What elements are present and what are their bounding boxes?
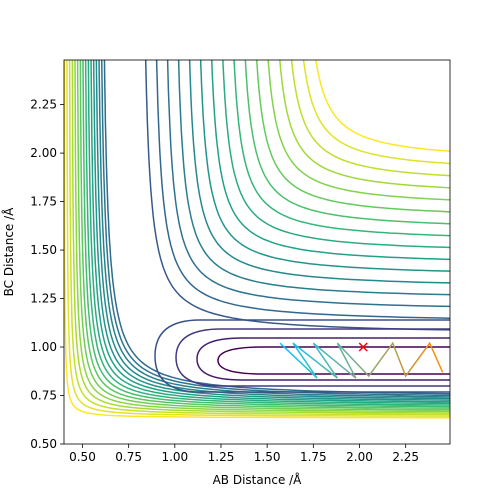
contour-line <box>315 60 450 152</box>
y-tick-label: 1.50 <box>30 243 57 257</box>
data-layer <box>279 341 444 379</box>
contour-line <box>302 60 450 165</box>
contour-line <box>64 60 450 419</box>
contour-line <box>71 60 450 414</box>
contour-line <box>196 337 450 381</box>
contour-line <box>217 346 450 375</box>
y-tick-label: 0.50 <box>30 437 57 451</box>
contour-line <box>92 60 450 401</box>
contour-line <box>244 60 450 225</box>
contour-line <box>222 60 450 249</box>
contour-line <box>166 60 450 308</box>
y-tick-label: 2.00 <box>30 146 57 160</box>
x-axis-label: AB Distance /Å <box>213 472 303 487</box>
contour-line <box>74 60 450 413</box>
contour-line <box>68 60 450 416</box>
contour-line <box>154 319 450 393</box>
contour-line <box>144 60 450 331</box>
contour-line <box>211 60 450 261</box>
contour-line <box>175 328 450 387</box>
y-tick-label: 0.75 <box>30 389 57 403</box>
x-tick-label: 1.75 <box>300 450 327 464</box>
trajectory <box>279 341 444 379</box>
marker <box>358 342 368 352</box>
contour-line <box>101 60 450 397</box>
y-axis-label: BC Distance /Å <box>1 207 16 297</box>
contour-layer <box>64 60 450 419</box>
contour-line <box>188 60 450 284</box>
contour-line <box>79 60 450 409</box>
contour-line <box>66 60 450 417</box>
contour-line <box>87 60 450 405</box>
y-tick-label: 1.75 <box>30 195 57 209</box>
x-tick-label: 2.25 <box>392 450 419 464</box>
contour-line <box>279 60 450 189</box>
contour-line <box>177 60 450 296</box>
contour-line <box>103 60 450 395</box>
contour-line <box>95 60 450 400</box>
x-tick-label: 1.00 <box>161 450 188 464</box>
contour-line <box>155 60 450 319</box>
contour-line <box>199 60 450 272</box>
contour-line <box>233 60 450 237</box>
contour-line <box>290 60 450 177</box>
contour-line <box>267 60 450 201</box>
contour-line <box>98 60 450 398</box>
x-tick-label: 2.00 <box>346 450 373 464</box>
contour-line <box>90 60 450 403</box>
contour-line <box>82 60 450 408</box>
y-tick-label: 1.25 <box>30 292 57 306</box>
contour-line <box>76 60 450 411</box>
x-tick-label: 1.50 <box>254 450 281 464</box>
contour-line <box>255 60 450 213</box>
y-tick-label: 1.00 <box>30 340 57 354</box>
contour-line <box>84 60 450 406</box>
x-tick-label: 1.25 <box>208 450 235 464</box>
x-tick-label: 0.50 <box>69 450 96 464</box>
y-tick-label: 2.25 <box>30 98 57 112</box>
x-tick-label: 0.75 <box>115 450 142 464</box>
plot-frame <box>63 59 451 445</box>
